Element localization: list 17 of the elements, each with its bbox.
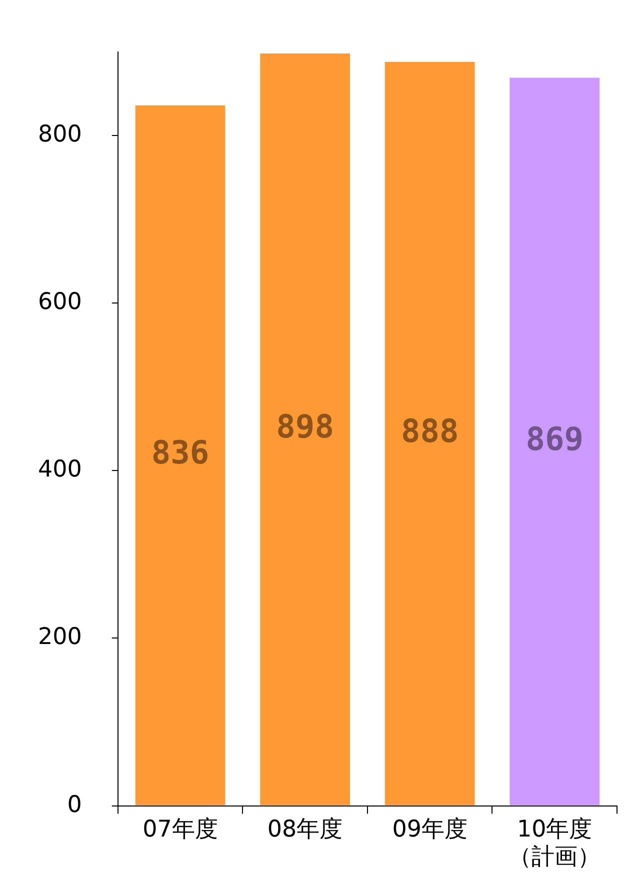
x-tick-label: 09年度 <box>392 816 468 843</box>
y-tick-label: 600 <box>38 289 82 316</box>
y-tick-label: 0 <box>67 792 82 818</box>
bar <box>260 53 350 806</box>
x-tick-label: 08年度 <box>267 816 343 843</box>
bar <box>135 105 226 806</box>
data-label: 836 <box>151 434 210 472</box>
x-tick-label: 10年度（計画） <box>508 816 601 870</box>
data-label: 888 <box>400 412 459 450</box>
y-tick-label: 800 <box>38 122 82 148</box>
y-tick-label: 400 <box>38 456 82 483</box>
bar <box>510 78 600 806</box>
y-tick-label: 200 <box>38 624 82 650</box>
x-tick-label: 07年度 <box>142 816 218 843</box>
data-label: 869 <box>526 420 584 458</box>
bar <box>384 62 475 806</box>
data-label: 898 <box>276 408 334 446</box>
